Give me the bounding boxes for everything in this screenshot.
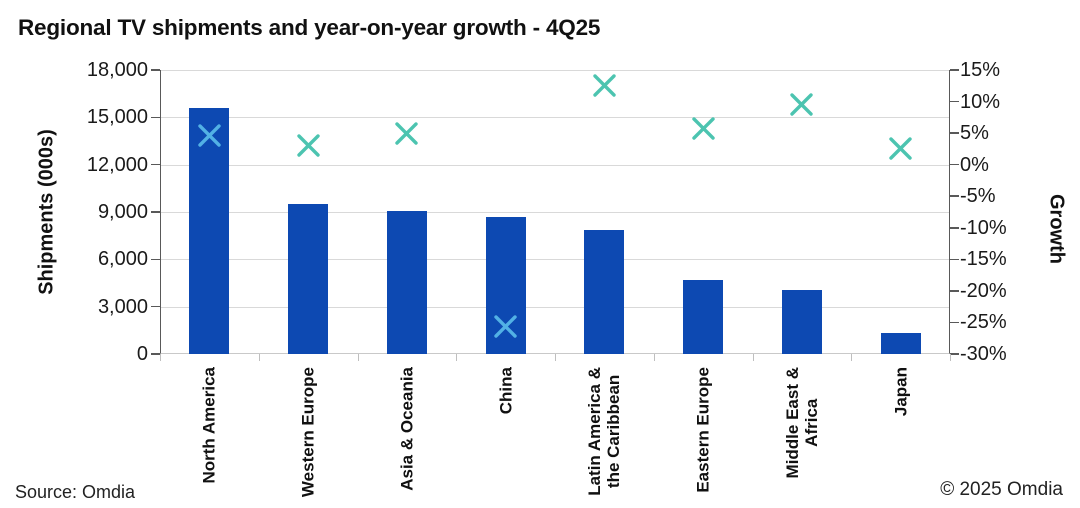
category-axis-tick	[653, 354, 655, 361]
gridline	[161, 212, 949, 213]
right-axis-tick	[950, 132, 959, 134]
category-label-text: Asia & Oceania	[397, 367, 417, 491]
category-axis-tick	[851, 354, 853, 361]
left-axis-tick-label: 0	[136, 343, 148, 365]
left-axis-tick-label: 18,000	[86, 59, 148, 81]
right-axis-tick-label: -5%	[960, 185, 996, 208]
left-axis-tick	[151, 211, 160, 213]
right-axis-tick	[950, 163, 959, 166]
bar-middle-east-africa	[781, 290, 822, 354]
right-axis-title-text: Growth	[1045, 194, 1068, 264]
bar-japan	[880, 333, 921, 354]
gridline	[161, 164, 949, 166]
right-axis-tick-label: -15%	[960, 248, 1007, 271]
x-marker-icon	[395, 122, 419, 145]
bar-north-america	[189, 107, 230, 354]
category-axis-tick	[357, 354, 359, 361]
category-label-text: Japan	[891, 367, 911, 417]
category-axis-tick	[752, 354, 754, 361]
category-axis-tick	[555, 354, 556, 361]
right-axis-tick-label: -30%	[960, 343, 1007, 365]
left-axis-tick	[151, 353, 160, 355]
left-axis-tick-label: 12,000	[86, 153, 148, 176]
category-label-text: Eastern Europe	[693, 367, 713, 493]
left-axis-tick-label: 15,000	[86, 106, 148, 129]
growth-marker-western-europe	[295, 132, 322, 159]
gridline	[161, 117, 949, 119]
category-axis-tick	[258, 354, 260, 361]
growth-marker-eastern-europe	[690, 115, 717, 142]
gridline	[161, 259, 949, 261]
bar-western-europe	[288, 204, 329, 354]
growth-marker-north-america	[196, 122, 223, 149]
bar-latin-america-the-caribbean	[584, 230, 625, 354]
right-axis-tick-label: 5%	[960, 122, 989, 145]
growth-marker-latin-america-the-caribbean	[591, 72, 618, 99]
right-axis-tick-label: 15%	[960, 59, 1001, 81]
right-axis-tick-label: -20%	[960, 279, 1007, 302]
right-axis-tick-label: -25%	[960, 311, 1007, 334]
category-label-text: Middle East & Africa	[782, 367, 821, 479]
category-label-text: China	[496, 367, 516, 415]
x-marker-icon	[494, 315, 517, 339]
category-label-text: Western Europe	[298, 367, 318, 498]
bar-china	[485, 216, 526, 354]
x-marker-icon	[790, 93, 814, 116]
plot-area	[160, 70, 950, 354]
right-axis-tick	[950, 195, 959, 197]
growth-marker-asia-oceania	[393, 120, 420, 147]
left-axis-tick-label: 6,000	[97, 248, 148, 271]
left-axis-tick	[151, 305, 160, 308]
right-axis-tick-label: 0%	[960, 153, 989, 176]
left-axis-tick-label: 3,000	[97, 295, 148, 318]
left-axis-tick	[151, 116, 160, 119]
category-axis-tick	[456, 354, 458, 361]
bar-eastern-europe	[683, 279, 724, 354]
left-axis-tick	[151, 163, 160, 166]
category-axis-tick	[950, 354, 951, 361]
chart-title: Regional TV shipments and year-on-year g…	[18, 15, 601, 40]
right-axis-tick	[950, 290, 959, 292]
left-axis-tick	[151, 258, 160, 261]
growth-marker-middle-east-africa	[788, 91, 815, 118]
gridline	[161, 306, 949, 308]
right-axis-tick	[950, 353, 959, 355]
right-axis-tick-label: 10%	[960, 90, 1001, 113]
category-label-text: North America	[199, 367, 219, 484]
right-axis-tick-label: -10%	[960, 216, 1007, 239]
bar-asia-oceania	[386, 211, 427, 354]
growth-marker-china	[492, 313, 519, 340]
right-axis-tick	[950, 258, 959, 261]
x-marker-icon	[889, 137, 912, 161]
left-axis-tick-label: 9,000	[97, 201, 148, 223]
right-axis-tick	[950, 69, 959, 71]
right-axis-tick	[950, 100, 959, 103]
right-axis-tick	[950, 227, 959, 229]
x-marker-icon	[593, 74, 616, 97]
right-axis-tick	[950, 321, 959, 324]
left-axis-tick	[151, 69, 160, 71]
x-marker-icon	[296, 133, 320, 157]
x-marker-icon	[198, 123, 221, 147]
category-axis-tick	[160, 354, 161, 361]
gridline	[161, 70, 949, 71]
x-marker-icon	[691, 117, 715, 140]
growth-marker-japan	[887, 135, 914, 162]
category-label-text: Latin America & the Caribbean	[585, 367, 624, 496]
source-note: Source: Omdia	[15, 482, 136, 502]
copyright-note: © 2025 Omdia	[940, 479, 1063, 500]
